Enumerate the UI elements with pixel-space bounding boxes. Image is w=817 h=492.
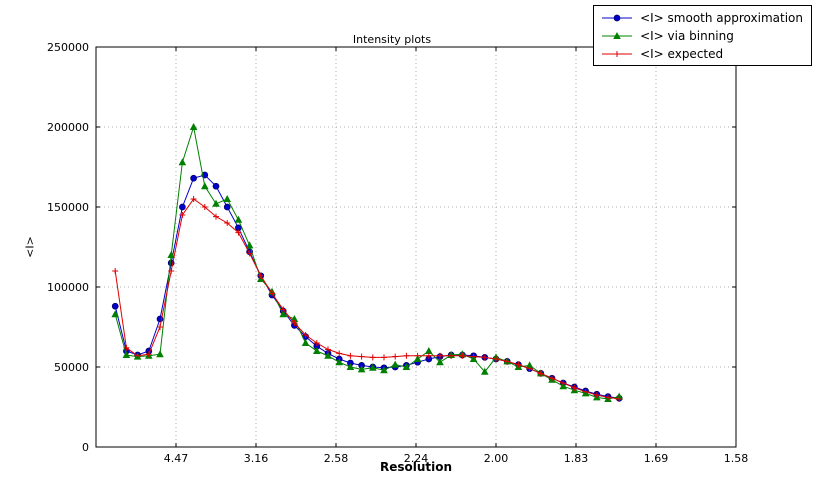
legend-label: <I> via binning <box>640 28 734 43</box>
y-tick-label: 200000 <box>47 121 89 134</box>
legend-item: <I> expected <box>600 45 803 62</box>
y-tick-label: 250000 <box>47 41 89 54</box>
y-tick-label: 50000 <box>54 361 89 374</box>
x-tick-label: 4.47 <box>164 452 189 465</box>
y-tick-label: 100000 <box>47 281 89 294</box>
x-tick-label: 2.58 <box>324 452 349 465</box>
x-tick-label: 1.69 <box>644 452 669 465</box>
legend-marker-circle-icon <box>602 14 633 21</box>
y-tick-label: 150000 <box>47 201 89 214</box>
series-2 <box>112 196 623 402</box>
y-axis-label: <I> <box>23 236 37 258</box>
y-tick-label: 0 <box>82 441 89 454</box>
x-tick-label: 1.83 <box>564 452 589 465</box>
series-1 <box>111 123 623 402</box>
chart-title: Intensity plots <box>352 33 432 46</box>
legend: <I> smooth approximation <I> via binning… <box>593 5 812 66</box>
x-tick-label: 1.58 <box>724 452 749 465</box>
x-tick-label: 2.24 <box>404 452 429 465</box>
legend-item: <I> via binning <box>600 27 803 44</box>
x-tick-label: 2.00 <box>484 452 509 465</box>
x-tick-label: 3.16 <box>244 452 269 465</box>
axis-ticks: 4.47 3.16 2.58 2.24 2.00 1.83 1.69 1.58 0 50000 10… <box>47 41 748 465</box>
legend-label: <I> smooth approximation <box>640 10 803 25</box>
legend-marker-plus-icon <box>602 50 633 57</box>
legend-item: <I> smooth approximation <box>600 9 803 26</box>
legend-marker-triangle-icon <box>602 31 633 39</box>
grid <box>96 46 737 448</box>
legend-label: <I> expected <box>640 46 724 61</box>
x-axis-label: Resolution <box>379 460 453 474</box>
